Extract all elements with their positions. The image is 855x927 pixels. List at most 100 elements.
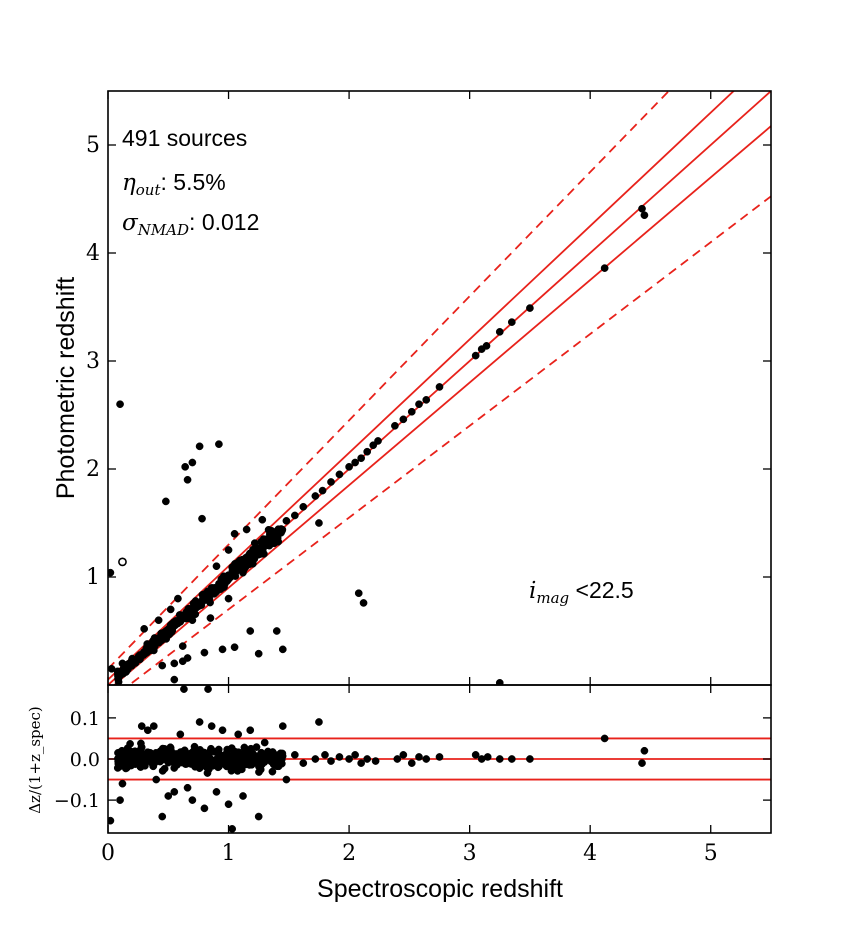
- outlier-point: [230, 643, 239, 652]
- residual-core-point: [164, 753, 172, 762]
- outlier-point: [246, 627, 255, 635]
- residual-outlier-point: [158, 812, 167, 821]
- tail-point: [391, 421, 399, 430]
- outlier-point: [224, 546, 233, 554]
- outlier-point: [195, 442, 204, 451]
- reference-line-3: [108, 91, 671, 670]
- core-point: [217, 582, 226, 591]
- residual-core-point: [214, 754, 223, 763]
- x-tick-label: 4: [583, 841, 597, 866]
- core-point: [114, 678, 123, 685]
- magnitude-cut-label: imag <22.5: [529, 577, 634, 607]
- tail-point: [435, 383, 444, 391]
- y-tick-label: 3: [86, 349, 100, 374]
- residual-tail-point: [422, 755, 431, 763]
- residual-core-point: [276, 749, 285, 758]
- y-tick-label: 1: [86, 565, 100, 590]
- outlier-point: [495, 678, 504, 685]
- tail-point: [600, 264, 609, 272]
- residual-core-point: [166, 744, 175, 752]
- reference-line-4: [127, 195, 771, 685]
- tail-point: [345, 462, 353, 471]
- residual-outlier-point: [149, 722, 158, 730]
- residual-outlier-point: [278, 722, 287, 730]
- outlier-point: [108, 664, 116, 673]
- outlier-point: [178, 642, 187, 650]
- outlier-point: [354, 589, 363, 598]
- residual-core-point: [191, 762, 199, 771]
- residual-tail-point: [415, 753, 423, 761]
- residual-outlier-point: [116, 796, 124, 804]
- x-axis-title: Spectroscopic redshift: [317, 875, 563, 903]
- tail-point: [471, 351, 480, 360]
- residual-outlier-point: [118, 779, 127, 788]
- core-point: [218, 574, 227, 582]
- outlier-point: [315, 519, 323, 527]
- reference-line-2: [112, 125, 771, 685]
- y-tick-label: 2: [86, 457, 100, 482]
- residual-outlier-point: [176, 730, 185, 739]
- residual-core-point: [214, 763, 222, 772]
- residual-panel: 0.1 0.0 −0.1 0 1 2 3 4 5 Δz/(1+z_spec) Spectrosc…: [26, 684, 772, 903]
- residual-core-point: [137, 739, 145, 748]
- residual-outlier-point: [137, 722, 146, 730]
- sources-count: 491 sources: [122, 125, 247, 151]
- tail-point: [290, 511, 299, 520]
- residual-tail-point: [321, 751, 329, 759]
- residual-core-point: [160, 764, 169, 773]
- core-point: [166, 621, 175, 630]
- outlier-point: [242, 525, 251, 534]
- residual-outlier-point: [152, 775, 161, 784]
- residual-core-point: [211, 748, 219, 756]
- residual-core-point: [180, 752, 189, 761]
- residual-outlier-point: [638, 759, 646, 767]
- mag-subscript: mag: [536, 589, 569, 607]
- outlier-point: [218, 645, 227, 654]
- outlier-point: [154, 616, 163, 625]
- main-scatter-panel: 1 2 3 4 5 491 sources ηout: 5.5% σNMAD: 0.01…: [52, 90, 772, 686]
- mag-value: <22.5: [569, 577, 634, 603]
- residual-core-point: [126, 740, 134, 748]
- outlier-point: [272, 627, 281, 635]
- core-point: [194, 601, 203, 610]
- core-point: [119, 669, 127, 678]
- core-point: [240, 563, 249, 572]
- core-point: [151, 638, 160, 647]
- residual-core-point: [224, 760, 233, 769]
- tail-point: [640, 211, 649, 220]
- residual-outlier-point: [204, 685, 212, 693]
- outlier-point: [162, 497, 170, 506]
- residual-tail-point: [290, 751, 299, 759]
- outlier-point: [188, 616, 197, 625]
- residual-core-point: [136, 747, 145, 756]
- residual-outlier-point: [260, 738, 269, 747]
- tail-point: [299, 502, 308, 511]
- residual-tail-point: [483, 753, 492, 761]
- residual-outlier-point: [246, 726, 255, 735]
- outlier-point: [206, 614, 215, 622]
- eta-subscript: out: [136, 181, 162, 199]
- residual-outlier-point: [254, 812, 263, 821]
- tail-point: [415, 400, 423, 409]
- residual-tail-point: [311, 755, 320, 763]
- residual-outlier-point: [200, 804, 209, 813]
- residual-core-point: [183, 758, 192, 767]
- outlier-point: [230, 529, 239, 538]
- residual-tail-point: [407, 759, 416, 767]
- tail-point: [357, 454, 365, 463]
- residual-tail-point: [471, 751, 480, 759]
- residual-core-point: [247, 744, 255, 753]
- residual-outlier-point: [170, 788, 179, 796]
- eta-out-stat: ηout: 5.5%: [122, 169, 226, 199]
- residual-outlier-point: [228, 825, 237, 833]
- residual-core-point: [261, 754, 270, 762]
- outlier-point: [140, 624, 149, 633]
- reference-line-1: [108, 91, 736, 681]
- outlier-point: [212, 562, 221, 571]
- residual-outlier-point: [239, 792, 247, 800]
- sigma-symbol: σ: [122, 210, 139, 236]
- tail-point: [311, 492, 320, 500]
- x-tick-label: 3: [463, 841, 477, 866]
- residual-outlier-point: [108, 816, 115, 825]
- residual-core-point: [237, 765, 246, 774]
